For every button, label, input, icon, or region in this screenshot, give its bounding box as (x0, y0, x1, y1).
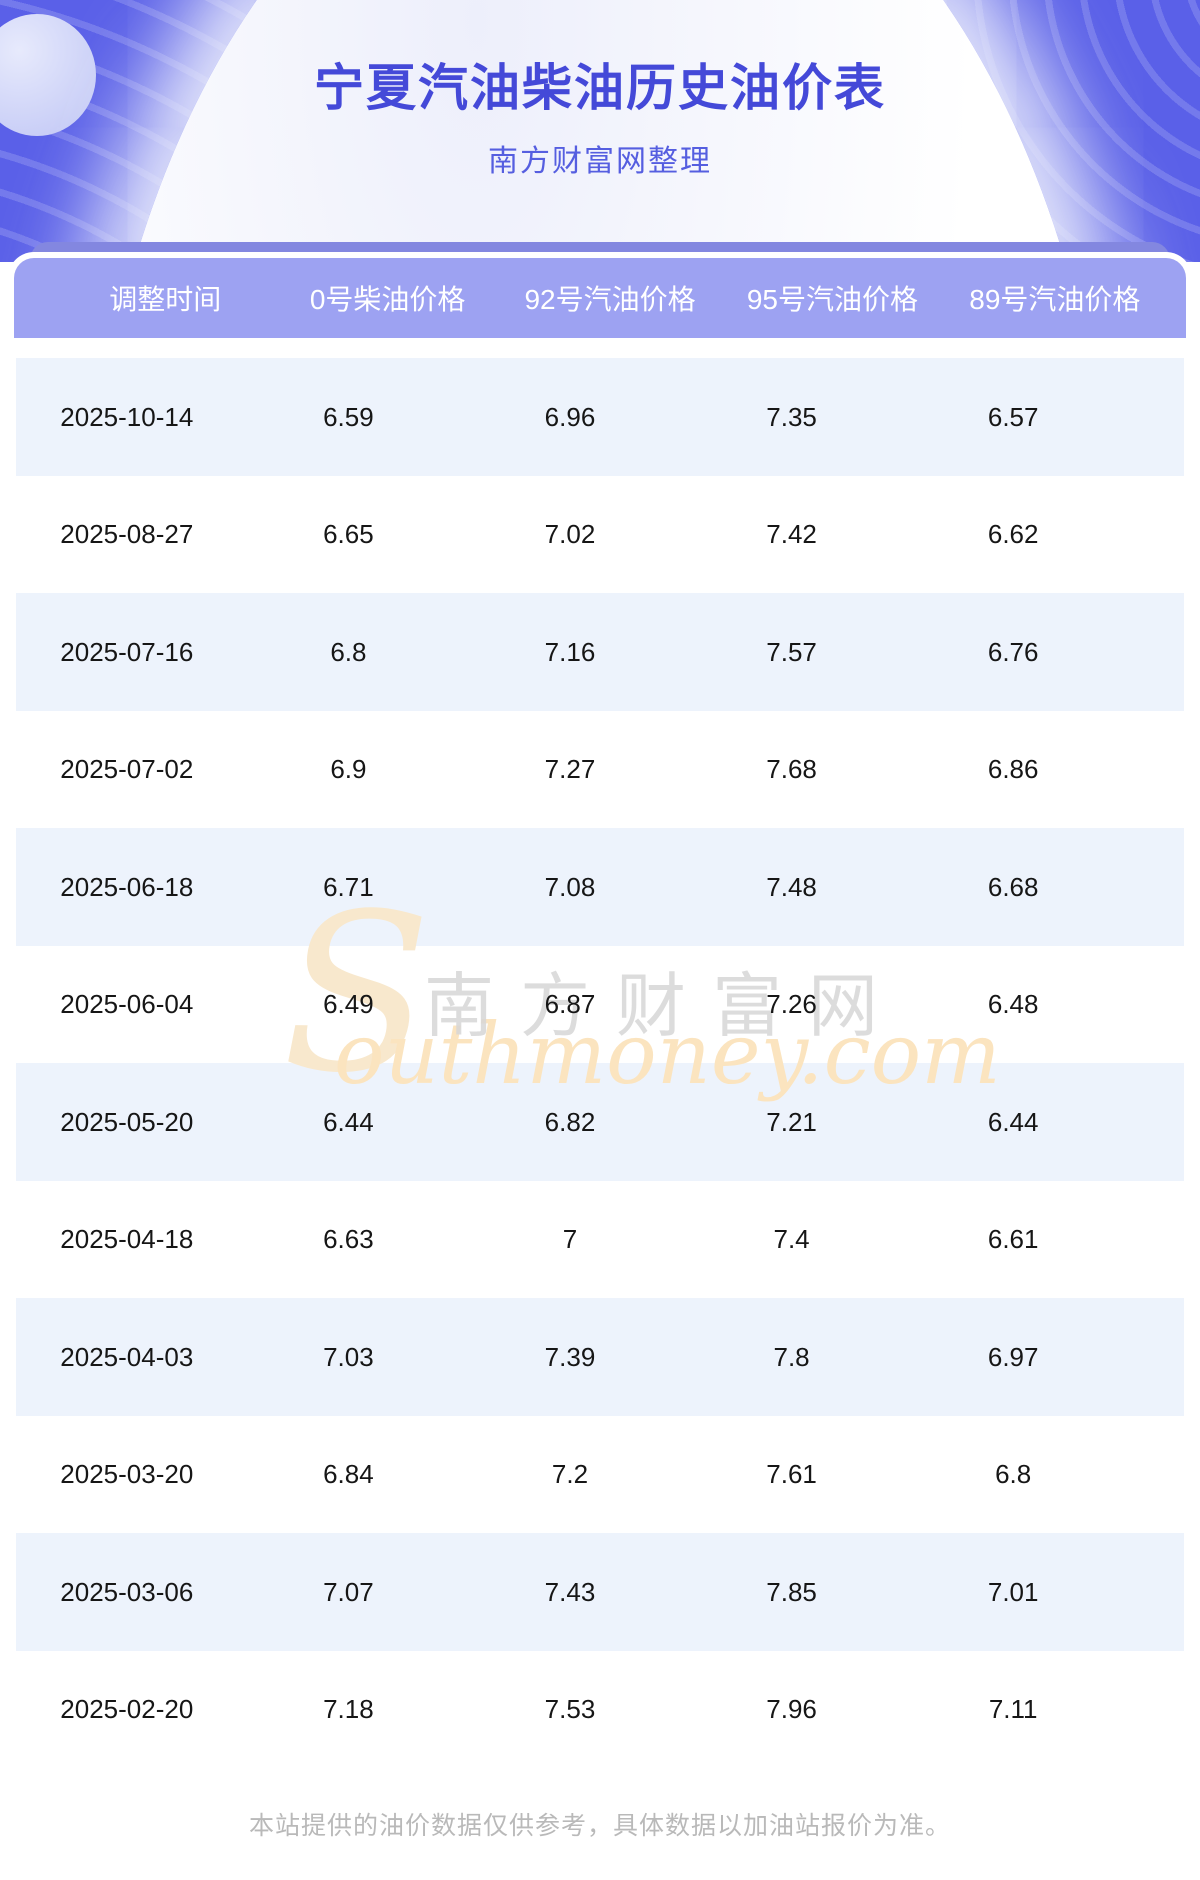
row-price: 6.8 (330, 636, 367, 667)
row-date: 2025-05-20 (60, 1106, 194, 1137)
corner-circle-decoration (0, 14, 96, 136)
table-row: 2025-02-20 7.18 7.53 7.96 7.11 (16, 1651, 1184, 1769)
row-date: 2025-03-20 (60, 1459, 194, 1489)
white-blob-decoration (85, 0, 1115, 262)
row-price: 7.08 (544, 871, 596, 902)
row-price: 6.63 (323, 1224, 374, 1254)
row-price: 7.96 (766, 1694, 817, 1724)
table-row: 2025-05-20 6.44 6.82 7.21 6.44 (16, 1063, 1184, 1181)
row-price: 7.85 (766, 1576, 817, 1607)
row-price: 7.48 (766, 871, 817, 902)
row-price: 7.35 (766, 401, 817, 432)
row-price: 7.61 (766, 1459, 817, 1489)
row-price: 7.8 (773, 1341, 810, 1372)
row-price: 6.49 (323, 989, 374, 1019)
column-header-4: 89号汽油价格 (969, 284, 1141, 315)
row-date: 2025-03-06 (60, 1576, 194, 1607)
table-row: 2025-08-27 6.65 7.02 7.42 6.62 (16, 476, 1184, 594)
table-row: 2025-07-02 6.9 7.27 7.68 6.86 (16, 711, 1184, 829)
row-price: 7 (562, 1224, 578, 1254)
row-price: 6.8 (995, 1459, 1032, 1489)
row-price: 7.02 (544, 519, 596, 549)
row-date: 2025-07-02 (60, 754, 194, 784)
row-price: 6.87 (544, 989, 596, 1019)
row-price: 7.07 (323, 1576, 374, 1607)
row-price: 7.16 (544, 636, 596, 667)
row-price: 6.44 (987, 1106, 1039, 1137)
row-price: 7.11 (988, 1694, 1038, 1724)
row-price: 6.84 (323, 1459, 374, 1489)
row-price: 6.86 (987, 754, 1039, 784)
column-header-0: 调整时间 (109, 284, 222, 315)
row-price: 6.61 (987, 1224, 1039, 1254)
row-date: 2025-04-18 (60, 1224, 194, 1254)
row-date: 2025-02-20 (60, 1694, 194, 1724)
row-price: 7.57 (766, 636, 817, 667)
row-price: 6.96 (544, 401, 596, 432)
row-price: 6.57 (987, 401, 1039, 432)
row-price: 6.68 (987, 871, 1039, 902)
table-row: 2025-04-03 7.03 7.39 7.8 6.97 (16, 1298, 1184, 1416)
row-date: 2025-08-27 (60, 519, 194, 549)
column-header-2: 92号汽油价格 (524, 284, 696, 315)
row-price: 7.03 (323, 1341, 374, 1372)
row-price: 7.26 (766, 989, 817, 1019)
row-date: 2025-10-14 (60, 401, 194, 432)
row-price: 6.82 (544, 1106, 596, 1137)
row-price: 7.42 (766, 519, 817, 549)
row-price: 6.65 (323, 519, 374, 549)
footer-disclaimer: 本站提供的油价数据仅供参考，具体数据以加油站报价为准。 (248, 1812, 951, 1840)
table-row: 2025-07-16 6.8 7.16 7.57 6.76 (16, 593, 1184, 711)
hero-banner (0, 0, 1200, 262)
row-date: 2025-04-03 (60, 1341, 194, 1372)
row-price: 7.27 (544, 754, 596, 784)
row-price: 7.53 (544, 1694, 596, 1724)
table-row: 2025-06-18 6.71 7.08 7.48 6.68 (16, 828, 1184, 946)
row-price: 7.18 (323, 1694, 374, 1724)
table-row: 2025-06-04 6.49 6.87 7.26 6.48 (16, 946, 1184, 1064)
row-price: 6.59 (323, 401, 374, 432)
row-price: 6.97 (987, 1341, 1039, 1372)
row-price: 6.76 (987, 636, 1039, 667)
row-price: 7.68 (766, 754, 817, 784)
table-row: 2025-03-20 6.84 7.2 7.61 6.8 (16, 1416, 1184, 1534)
row-price: 6.48 (987, 989, 1039, 1019)
page-title: 宁夏汽油柴油历史油价表 (314, 60, 886, 116)
row-date: 2025-06-18 (60, 871, 194, 902)
row-price: 6.71 (323, 871, 374, 902)
row-price: 7.39 (544, 1341, 596, 1372)
column-header-3: 95号汽油价格 (746, 284, 918, 315)
row-price: 7.2 (551, 1459, 589, 1489)
row-date: 2025-06-04 (60, 989, 194, 1019)
row-date: 2025-07-16 (60, 636, 194, 667)
row-price: 7.4 (773, 1224, 810, 1254)
table-row: 2025-04-18 6.63 7 7.4 6.61 (16, 1181, 1184, 1299)
row-price: 6.9 (330, 754, 367, 784)
column-header-1: 0号柴油价格 (309, 284, 466, 315)
table-header-row: 调整时间 0号柴油价格 92号汽油价格 95号汽油价格 89号汽油价格 (8, 252, 1192, 338)
page-subtitle: 南方财富网整理 (488, 145, 712, 178)
row-price: 6.62 (987, 519, 1039, 549)
table-row: 2025-03-06 7.07 7.43 7.85 7.01 (16, 1533, 1184, 1651)
row-price: 7.21 (766, 1106, 817, 1137)
table-row: 2025-10-14 6.59 6.96 7.35 6.57 (16, 358, 1184, 476)
row-price: 7.01 (987, 1576, 1039, 1607)
row-price: 6.44 (323, 1106, 374, 1137)
row-price: 7.43 (544, 1576, 596, 1607)
